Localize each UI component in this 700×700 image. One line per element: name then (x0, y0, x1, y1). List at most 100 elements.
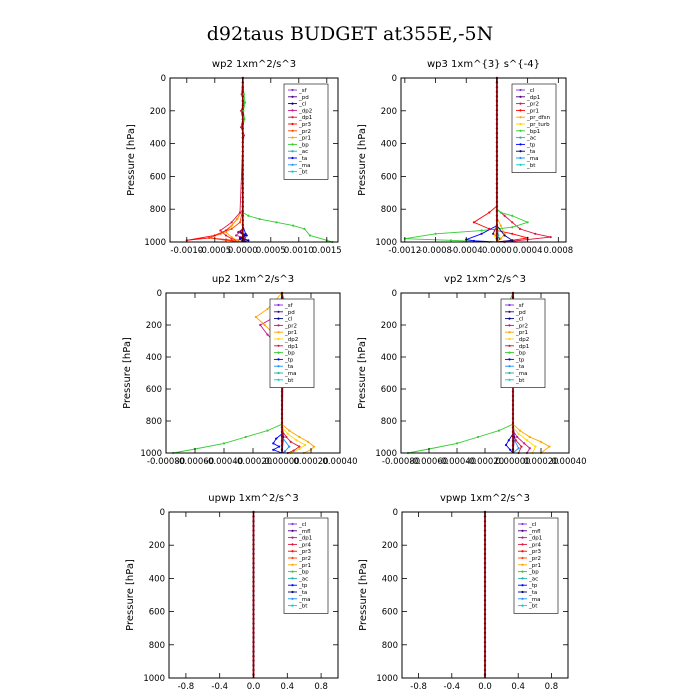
x-tick-label-up2: -0.00080 (147, 457, 185, 467)
legend-marker-wp3 (519, 129, 522, 132)
legend-entry-up2: _pr1 (284, 330, 297, 336)
legend-marker-wp2 (291, 150, 294, 153)
y-tick-label-vpwp: 800 (382, 641, 398, 651)
legend-marker-wp3 (519, 150, 522, 153)
legend-marker-wp2 (291, 95, 294, 98)
y-tick-label-wp2: 600 (150, 172, 166, 182)
legend-marker-wp3 (519, 122, 522, 126)
legend-entry-vpwp: _bp (528, 570, 539, 576)
x-tick-label-up2: 0.00040 (322, 457, 357, 467)
data-point-vp2-pr1 (548, 445, 551, 448)
panel-title-wp3: wp3 1xm^{3} s^{-4} (427, 59, 540, 70)
data-point-wp2-bp (242, 109, 245, 112)
y-tick-label-wp2: 1000 (144, 238, 166, 248)
legend-marker-up2 (277, 303, 280, 307)
legend-entry-upwp: _dp1 (298, 536, 312, 542)
data-point-up2-dp1 (289, 440, 292, 443)
data-point-wp2-ta (238, 237, 242, 240)
legend-vp2: _sf_pd_cl_pr2_pr1_dp2_dp1_bp_tp_ta_ma_bt (500, 298, 546, 388)
legend-marker-vpwp (521, 536, 524, 539)
data-point-up2-dp1 (292, 449, 295, 452)
y-tick-label-upwp: 600 (149, 608, 165, 618)
data-point-vp2-dp2 (517, 432, 520, 435)
legend-marker-vp2 (508, 337, 511, 341)
data-point-vp2-ta (517, 447, 520, 450)
data-point-wp2-dp2 (238, 231, 241, 234)
legend-entry-vpwp: _pr1 (528, 563, 541, 569)
data-point-up2-ta (283, 450, 286, 453)
legend-marker-vpwp (521, 597, 524, 600)
legend-marker-wp2 (291, 116, 294, 119)
legend-entry-wp3: _pr_dfsn (526, 115, 551, 121)
plot-frame-wp2 (169, 77, 339, 243)
y-tick-label-upwp: 0 (160, 508, 165, 518)
data-point-vp2-dp1 (514, 439, 517, 442)
legend-entry-vp2: _bp (515, 351, 526, 357)
legend-entry-vp2: _tp (515, 357, 525, 363)
data-point-wp2-pr1 (230, 224, 233, 227)
data-point-up2-dp2 (295, 439, 298, 442)
legend-marker-upwp (291, 584, 294, 587)
data-point-wp2-dp1 (240, 126, 243, 129)
legend-entry-vpwp: _cl (528, 522, 537, 528)
legend-marker-upwp (291, 597, 294, 600)
legend-entry-upwp: _tp (298, 583, 308, 589)
y-tick-label-vp2: 400 (381, 353, 397, 363)
legend-marker-vp2 (508, 371, 511, 375)
data-point-wp2-cl (247, 239, 250, 242)
x-tick-label-vpwp: 0.8 (545, 682, 559, 692)
panel-up2: up2 1xm^2/s^3 Pressure [hPa] 0 200 400 600 800… (122, 274, 358, 467)
legend-entry-upwp: _bp (298, 570, 309, 576)
data-point-wp3-pr2 (518, 227, 522, 230)
y-tick-label-wp3: 400 (381, 140, 397, 150)
data-point-up2-pd (282, 435, 285, 439)
y-tick-label-wp3: 800 (381, 205, 397, 215)
y-tick-label-up2: 400 (146, 353, 162, 363)
legend-marker-vp2 (508, 331, 511, 334)
data-point-wp2-pr2 (224, 239, 228, 242)
legend-marker-vpwp (521, 570, 524, 573)
legend-entry-vpwp: _mfl (528, 529, 541, 535)
data-point-wp2-dp1 (238, 211, 242, 214)
data-point-wp3-pr_dfsn (499, 237, 502, 240)
data-point-wp3-pr2 (511, 221, 514, 224)
legend-marker-up2 (277, 351, 280, 354)
data-point-up2-pr1 (312, 445, 315, 448)
legend-entry-upwp: _pr4 (298, 542, 312, 548)
chart-panels: wp2 1xm^2/s^3 Pressure [hPa] 0 200 400 600 800… (122, 59, 587, 692)
panel-vp2: vp2 1xm^2/s^3 Pressure [hPa] 0 200 400 600 800… (357, 274, 587, 467)
legend-marker-vpwp (521, 604, 524, 607)
legend-entry-up2: _cl (284, 317, 293, 323)
legend-entry-wp3: _pr1 (526, 108, 539, 114)
data-point-wp2-bp (303, 227, 306, 230)
legend-marker-upwp (291, 577, 294, 580)
legend-marker-upwp (291, 529, 294, 532)
y-tick-label-up2: 200 (146, 321, 162, 331)
x-tick-label-vpwp: -0.8 (410, 682, 427, 692)
data-point-vp2-dp1 (520, 445, 523, 448)
legend-entry-vp2: _sf (515, 303, 525, 309)
y-tick-label-vp2: 800 (381, 417, 397, 427)
x-tick-label-wp2: -0.0010 (170, 246, 203, 256)
data-point-wp2-dp1 (219, 229, 222, 232)
y-tick-label-up2: 0 (157, 289, 162, 299)
y-tick-label-wp2: 200 (150, 107, 166, 117)
data-point-wp2-dp2 (234, 234, 238, 237)
legend-entry-wp3: _ma (526, 156, 538, 162)
legend-entry-upwp: _ma (298, 597, 310, 603)
data-point-up2-pr2 (259, 323, 262, 327)
legend-entry-vpwp: _pr3 (528, 549, 542, 555)
legend-marker-upwp (291, 590, 294, 594)
legend-marker-vpwp (521, 577, 524, 580)
data-point-wp2-dp2 (243, 236, 247, 239)
legend-entry-upwp: _ta (298, 590, 307, 596)
legend-entry-wp2: _ta (298, 156, 307, 162)
data-point-wp2-pr2 (230, 227, 233, 230)
data-point-vp2-pr2 (516, 435, 519, 439)
data-point-wp2-ta (244, 232, 247, 235)
y-tick-label-up2: 600 (146, 385, 162, 395)
legend-entry-wp2: _dp1 (298, 115, 312, 121)
data-point-vp2-pr2 (523, 442, 526, 445)
legend-marker-wp3 (519, 163, 522, 166)
